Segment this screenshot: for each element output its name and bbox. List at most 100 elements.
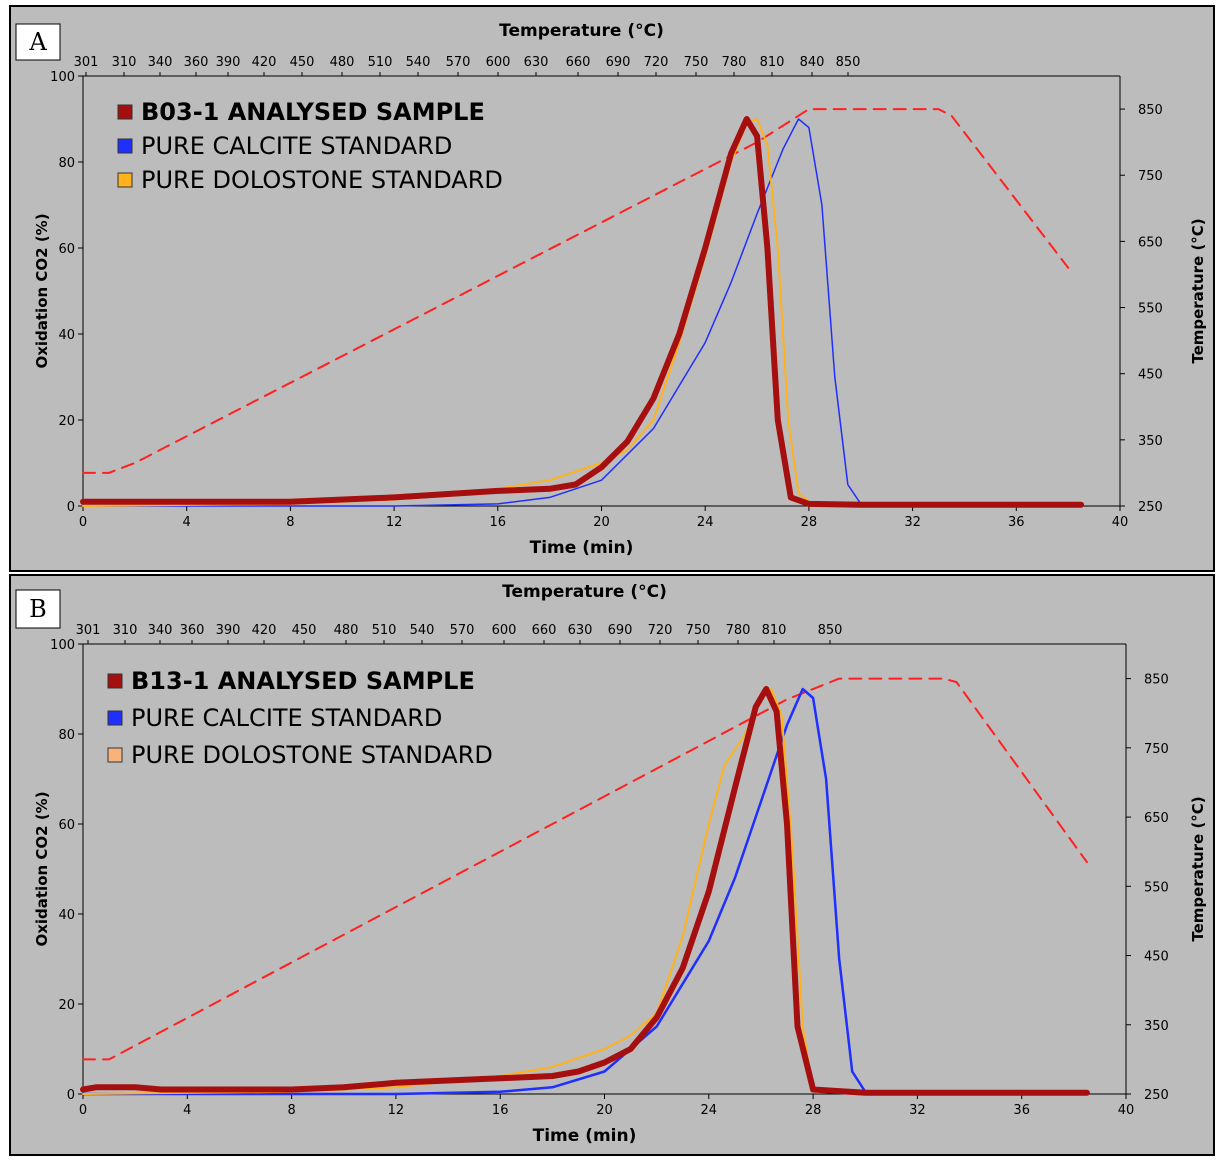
panel-a-legend-label: PURE DOLOSTONE STANDARD bbox=[141, 166, 503, 194]
panel-b-top-tick-label: 660 bbox=[532, 623, 557, 638]
panel-a-top-tick-label: 630 bbox=[524, 55, 549, 70]
panel-b-x-tick-label: 16 bbox=[492, 1103, 509, 1118]
panel-a-y2-tick-label: 350 bbox=[1138, 434, 1163, 449]
panel-b-top-tick-label: 750 bbox=[686, 623, 711, 638]
panel-a-x-tick-label: 4 bbox=[183, 515, 191, 530]
panel-a-y2-tick-label: 650 bbox=[1138, 235, 1163, 250]
panel-b-top-tick-label: 450 bbox=[292, 623, 317, 638]
panel-a-y2-tick-label: 550 bbox=[1138, 302, 1163, 317]
panel-a-series-group bbox=[80, 108, 1085, 508]
panel-a-legend-swatch bbox=[117, 138, 133, 154]
panel-a-y2-tick-label: 250 bbox=[1138, 500, 1163, 515]
panel-a-x-tick-label: 16 bbox=[490, 515, 507, 530]
panel-b-legend-label: PURE CALCITE STANDARD bbox=[131, 704, 442, 732]
panel-a-top-axis-title: Temperature (°C) bbox=[499, 21, 664, 41]
panel-a-y-tick-label: 100 bbox=[50, 70, 75, 85]
panel-a-x-tick-label: 32 bbox=[904, 515, 921, 530]
panel-b-top-tick-label: 690 bbox=[608, 623, 633, 638]
panel-b-y2-tick-label: 550 bbox=[1144, 880, 1169, 895]
panel-a-top-tick-label: 310 bbox=[112, 55, 137, 70]
panel-a-top-tick-label: 600 bbox=[486, 55, 511, 70]
panel-b-x-tick-label: 8 bbox=[287, 1103, 295, 1118]
panel-b-y-tick-label: 80 bbox=[58, 728, 75, 743]
panel-a-label-box bbox=[15, 23, 61, 61]
panel-a-top-tick-label: 480 bbox=[330, 55, 355, 70]
panel-b-y2-tick-label: 350 bbox=[1144, 1019, 1169, 1034]
panel-a-y2-tick-label: 450 bbox=[1138, 368, 1163, 383]
panel-a-legend-swatch bbox=[117, 104, 133, 120]
panel-b-top-tick-label: 510 bbox=[372, 623, 397, 638]
panel-b-legend-swatch bbox=[107, 710, 123, 726]
panel-b-top-tick-label: 720 bbox=[648, 623, 673, 638]
panel-b-x-tick-label: 4 bbox=[183, 1103, 191, 1118]
panel-a-x-tick-label: 24 bbox=[697, 515, 714, 530]
panel-b-y-tick-label: 40 bbox=[58, 908, 75, 923]
panel-b-x-tick-label: 40 bbox=[1118, 1103, 1135, 1118]
panel-a-y-tick-label: 20 bbox=[58, 414, 75, 429]
panel-a-x-tick-label: 36 bbox=[1008, 515, 1025, 530]
panel-b-top-tick-label: 420 bbox=[252, 623, 277, 638]
panel-b-top-axis-title: Temperature (°C) bbox=[502, 582, 667, 602]
panel-a-top-tick-label: 840 bbox=[800, 55, 825, 70]
panel-b-b13-1-analysed-sample-line bbox=[80, 686, 1090, 1096]
panel-b-y-tick-label: 0 bbox=[67, 1088, 75, 1103]
panel-b-x-tick-label: 32 bbox=[909, 1103, 926, 1118]
panel-b-legend-swatch bbox=[107, 747, 123, 763]
panel-b-pure-dolostone-standard-line bbox=[82, 688, 1088, 1095]
panel-a-y-axis-title: Oxidation CO2 (%) bbox=[33, 213, 51, 368]
panel-b-top-tick-label: 480 bbox=[334, 623, 359, 638]
panel-b-series-group bbox=[80, 677, 1090, 1096]
panel-b-legend-swatch bbox=[107, 673, 123, 689]
panel-b-y-tick-label: 60 bbox=[58, 818, 75, 833]
panel-a-top-tick-label: 810 bbox=[760, 55, 785, 70]
panel-a-b03-1-analysed-sample-line bbox=[80, 116, 1085, 508]
panel-a-x-axis-title: Time (min) bbox=[530, 538, 634, 558]
panel-a-top-tick-label: 360 bbox=[184, 55, 209, 70]
panel-b-legend: B13-1 ANALYSED SAMPLE PURE CALCITE STANDA… bbox=[107, 667, 493, 769]
panel-a-y-tick-label: 0 bbox=[67, 500, 75, 515]
panel-b-border bbox=[9, 574, 1215, 1156]
panel-a-top-tick-label: 301 bbox=[74, 55, 99, 70]
panel-a-y2-axis-title: Temperature (°C) bbox=[1189, 218, 1207, 363]
panel-b-legend-label: B13-1 ANALYSED SAMPLE bbox=[131, 667, 475, 695]
panel-a-legend-swatch bbox=[117, 172, 133, 188]
panel-a-x-tick-label: 12 bbox=[386, 515, 403, 530]
panel-a-y2-tick-label: 850 bbox=[1138, 103, 1163, 118]
panel-a-background bbox=[10, 6, 1214, 571]
panel-a-top-tick-label: 690 bbox=[606, 55, 631, 70]
panel-a-top-tick-label: 660 bbox=[566, 55, 591, 70]
panel-b: 0 4 8 12 16 20 24 28 32 36 40 0 20 40 60 80 100 250 350 450… bbox=[9, 574, 1215, 1156]
panel-b-y2-tick-label: 850 bbox=[1144, 673, 1169, 688]
panel-a-x-tick-label: 0 bbox=[79, 515, 87, 530]
panel-b-y2-tick-label: 450 bbox=[1144, 950, 1169, 965]
panel-b-y2-axis-title: Temperature (°C) bbox=[1189, 796, 1207, 941]
panel-b-top-tick-label: 301 bbox=[76, 623, 101, 638]
panel-b-label-box bbox=[15, 589, 61, 629]
panel-a-top-tick-label: 420 bbox=[252, 55, 277, 70]
panel-b-top-tick-label: 570 bbox=[450, 623, 475, 638]
panel-a-y-tick-label: 40 bbox=[58, 328, 75, 343]
panel-a-top-tick-label: 450 bbox=[290, 55, 315, 70]
panel-b-y-axis-title: Oxidation CO2 (%) bbox=[33, 791, 51, 946]
panel-b-top-tick-label: 810 bbox=[762, 623, 787, 638]
panel-b-label: B bbox=[29, 595, 47, 623]
panel-b-pure-calcite-standard-line bbox=[81, 687, 1089, 1096]
panel-b-y-tick-label: 20 bbox=[58, 998, 75, 1013]
panel-a-top-tick-label: 720 bbox=[644, 55, 669, 70]
panel-a-legend: B03-1 ANALYSED SAMPLE PURE CALCITE STANDA… bbox=[117, 98, 503, 194]
panel-b-top-tick-label: 600 bbox=[492, 623, 517, 638]
panel-b-x-tick-label: 28 bbox=[805, 1103, 822, 1118]
panel-b-y2-tick-label: 650 bbox=[1144, 811, 1169, 826]
panel-a-legend-label: B03-1 ANALYSED SAMPLE bbox=[141, 98, 485, 126]
panel-a-top-tick-label: 780 bbox=[722, 55, 747, 70]
panel-a-top-tick-label: 750 bbox=[684, 55, 709, 70]
panel-b-x-tick-label: 12 bbox=[388, 1103, 405, 1118]
panel-a-legend-label: PURE CALCITE STANDARD bbox=[141, 132, 452, 160]
panel-b-top-tick-label: 850 bbox=[818, 623, 843, 638]
panel-a-top-tick-label: 850 bbox=[836, 55, 861, 70]
panel-b-top-tick-label: 540 bbox=[410, 623, 435, 638]
panel-a-y-tick-label: 80 bbox=[58, 156, 75, 171]
panel-a-x-tick-label: 40 bbox=[1112, 515, 1129, 530]
panel-a-x-tick-label: 8 bbox=[286, 515, 294, 530]
panel-a-y-tick-label: 60 bbox=[58, 242, 75, 257]
